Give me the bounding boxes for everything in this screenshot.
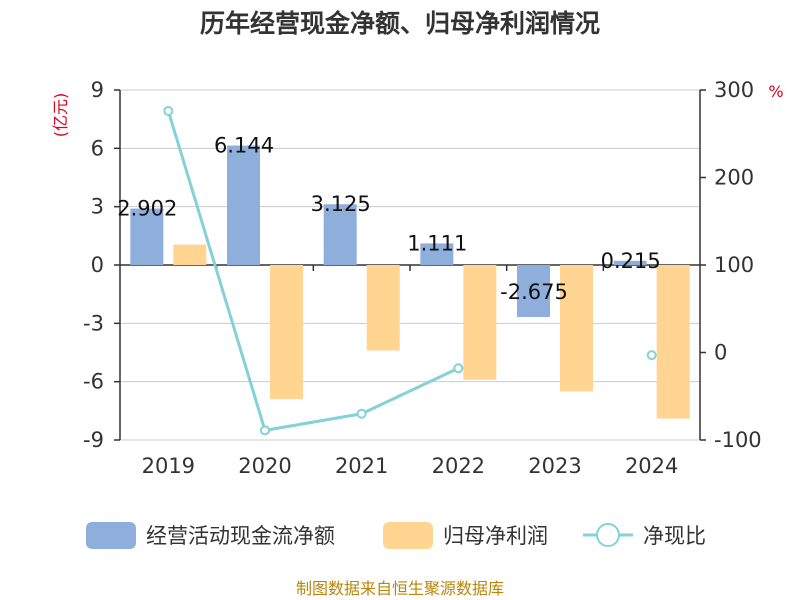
right-tick-label: 100 [714,253,754,277]
right-tick-label: 300 [714,78,754,102]
left-tick-label: 0 [91,253,104,277]
ratio-point[interactable] [356,408,367,419]
right-axis-unit: % [768,82,783,101]
legend-label-net-profit[interactable]: 归母净利润 [443,524,548,548]
right-tick-label: -100 [714,428,762,452]
ratio-point[interactable] [163,106,174,116]
source-note: 制图数据来自恒生聚源数据库 [296,579,504,598]
bar-net-profit[interactable] [560,265,593,392]
bar-cash-flow[interactable] [517,265,550,318]
bar-net-profit[interactable] [463,265,497,380]
data-label-cash-flow: 6.144 [214,134,274,158]
x-tick-label: 2024 [625,454,678,478]
x-tick-label: 2023 [528,454,581,478]
bar-net-profit[interactable] [656,265,690,419]
x-tick-label: 2020 [238,454,291,478]
left-tick-label: -9 [83,428,104,452]
ratio-point[interactable] [260,425,270,436]
bar-net-profit[interactable] [173,244,207,265]
left-tick-label: 3 [91,195,104,219]
left-axis-unit: (亿元) [51,93,70,138]
right-tick-label: 0 [714,341,727,365]
left-tick-label: 9 [91,78,104,102]
legend[interactable]: 经营活动现金流净额 归母净利润 净现比 [86,522,706,549]
data-label-cash-flow: 0.215 [601,249,661,273]
data-label-cash-flow: 2.902 [117,197,177,221]
ratio-point[interactable] [453,363,464,374]
data-label-cash-flow: -2.675 [500,280,568,304]
data-labels: 2.902 6.144 3.125 1.111 -2.675 0.215 [117,134,660,304]
bar-cash-flow[interactable] [613,260,647,265]
bar-cash-flow[interactable] [130,208,164,265]
left-tick-label: -3 [83,311,104,335]
axes: 9 6 3 0 -3 -6 -9 300 200 100 0 -100 2019 2020 2021 2022… [83,78,762,478]
legend-swatch-net-profit[interactable] [383,522,433,549]
legend-swatch-cash-flow[interactable] [86,522,136,549]
left-tick-label: -6 [83,370,104,394]
bar-cash-flow[interactable] [420,243,454,265]
data-label-cash-flow: 3.125 [311,192,371,216]
x-tick-label: 2019 [142,454,195,478]
data-label-cash-flow: 1.111 [407,231,467,255]
legend-marker-ratio[interactable] [596,523,620,547]
chart-title: 历年经营现金净额、归母净利润情况 [200,9,600,38]
bar-cash-flow[interactable] [323,204,357,265]
bar-net-profit[interactable] [270,265,303,400]
x-tick-label: 2021 [335,454,388,478]
line-series [163,106,657,436]
bars [130,145,690,419]
x-tick-label: 2022 [432,454,485,478]
ratio-line [166,110,459,433]
left-tick-label: 6 [91,136,104,160]
right-tick-label: 200 [714,166,754,190]
ratio-point[interactable] [646,350,657,361]
bar-cash-flow[interactable] [227,145,260,265]
legend-label-ratio[interactable]: 净现比 [643,524,706,548]
legend-label-cash-flow[interactable]: 经营活动现金流净额 [146,524,335,548]
bar-net-profit[interactable] [366,265,400,351]
